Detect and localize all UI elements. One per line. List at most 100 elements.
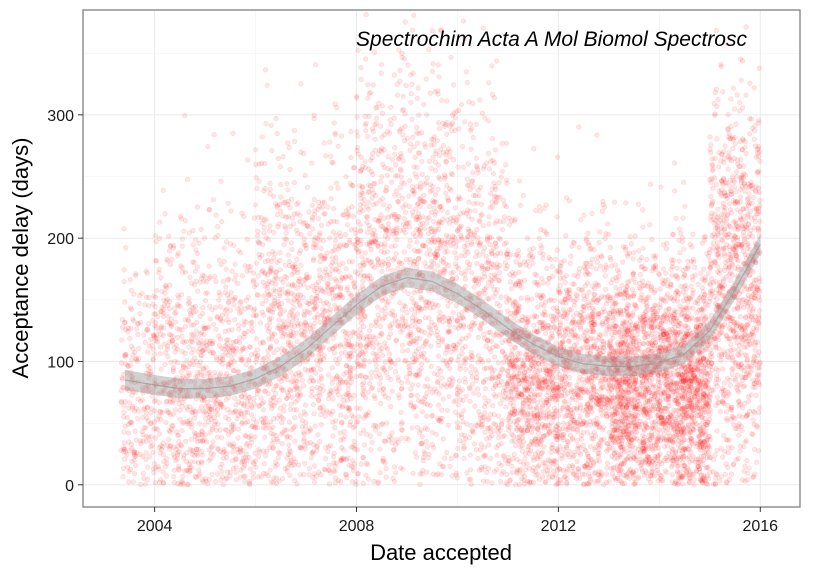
scatter-point [602, 273, 608, 279]
scatter-point [141, 405, 148, 411]
scatter-point [429, 68, 436, 75]
scatter-point [593, 458, 600, 464]
scatter-point [547, 256, 554, 262]
scatter-point [242, 462, 248, 468]
scatter-point [388, 167, 394, 173]
scatter-point [382, 131, 388, 138]
scatter-point [551, 405, 557, 411]
scatter-point [230, 421, 236, 427]
scatter-point [430, 390, 436, 396]
scatter-point [442, 122, 449, 128]
scatter-point [456, 353, 462, 360]
scatter-point [507, 252, 514, 258]
scatter-point [131, 448, 138, 454]
scatter-point [413, 348, 419, 354]
scatter-point [554, 154, 561, 160]
scatter-point [378, 223, 384, 229]
scatter-point [422, 260, 428, 266]
scatter-point [229, 327, 235, 333]
scatter-point [330, 335, 336, 342]
scatter-point [571, 449, 578, 455]
scatter-point [128, 419, 134, 425]
scatter-point [262, 67, 269, 73]
scatter-point [135, 416, 141, 422]
scatter-point [541, 444, 547, 450]
scatter-point [125, 430, 132, 436]
scatter-point [527, 247, 533, 253]
scatter-point [133, 355, 139, 362]
scatter-point [458, 234, 464, 240]
scatter-point [163, 419, 169, 426]
scatter-point [280, 279, 286, 285]
scatter-point [247, 267, 253, 274]
scatter-point [189, 350, 195, 356]
scatter-point [232, 261, 238, 267]
scatter-point [472, 403, 478, 409]
scatter-point [449, 172, 456, 178]
scatter-point [253, 464, 259, 470]
scatter-point [249, 324, 255, 330]
scatter-point [464, 470, 470, 476]
scatter-point [311, 196, 317, 203]
scatter-point [241, 345, 247, 351]
scatter-point [144, 328, 150, 334]
scatter-point [459, 345, 466, 352]
scatter-point [562, 399, 568, 405]
scatter-point [150, 301, 156, 307]
scatter-point [411, 290, 417, 296]
scatter-point [456, 194, 462, 200]
scatter-point [312, 320, 318, 326]
scatter-point [431, 219, 437, 225]
scatter-point [582, 271, 589, 277]
scatter-point [465, 249, 471, 255]
scatter-point [120, 465, 127, 472]
scatter-point [191, 259, 197, 266]
scatter-point [491, 180, 497, 186]
scatter-point [456, 378, 463, 384]
scatter-point [152, 465, 158, 471]
scatter-point [277, 405, 283, 411]
scatter-point [483, 160, 490, 166]
scatter-point [440, 396, 446, 402]
scatter-point [536, 204, 542, 210]
scatter-point [309, 295, 315, 301]
scatter-point [190, 259, 196, 265]
scatter-point [179, 428, 185, 434]
scatter-point [172, 349, 178, 355]
scatter-point [189, 331, 195, 337]
scatter-point [159, 409, 165, 416]
scatter-point [414, 239, 420, 245]
scatter-point [189, 451, 195, 458]
scatter-point [459, 432, 465, 438]
scatter-point [250, 277, 257, 283]
scatter-point [375, 312, 381, 318]
scatter-point [414, 130, 420, 136]
scatter-point [407, 178, 413, 184]
scatter-point [488, 272, 494, 279]
scatter-point [387, 365, 394, 371]
scatter-point [371, 478, 377, 485]
scatter-point [265, 353, 271, 359]
scatter-point [487, 166, 493, 172]
scatter-point [255, 233, 261, 239]
scatter-point [603, 331, 609, 337]
scatter-point [547, 458, 553, 464]
scatter-point [118, 400, 124, 406]
scatter-point [213, 279, 219, 285]
scatter-point [142, 481, 148, 487]
scatter-point [265, 473, 271, 479]
scatter-point [391, 464, 398, 470]
scatter-point [219, 318, 225, 324]
scatter-point [438, 146, 444, 152]
scatter-point [578, 436, 585, 442]
scatter-point [312, 208, 318, 214]
scatter-point [128, 373, 134, 379]
scatter-point [342, 344, 348, 350]
scatter-point [200, 365, 206, 371]
scatter-point [347, 364, 353, 370]
scatter-point [405, 347, 411, 353]
scatter-point [354, 114, 360, 120]
scatter-point [125, 328, 131, 335]
scatter-point [166, 233, 172, 239]
scatter-point [407, 256, 413, 262]
